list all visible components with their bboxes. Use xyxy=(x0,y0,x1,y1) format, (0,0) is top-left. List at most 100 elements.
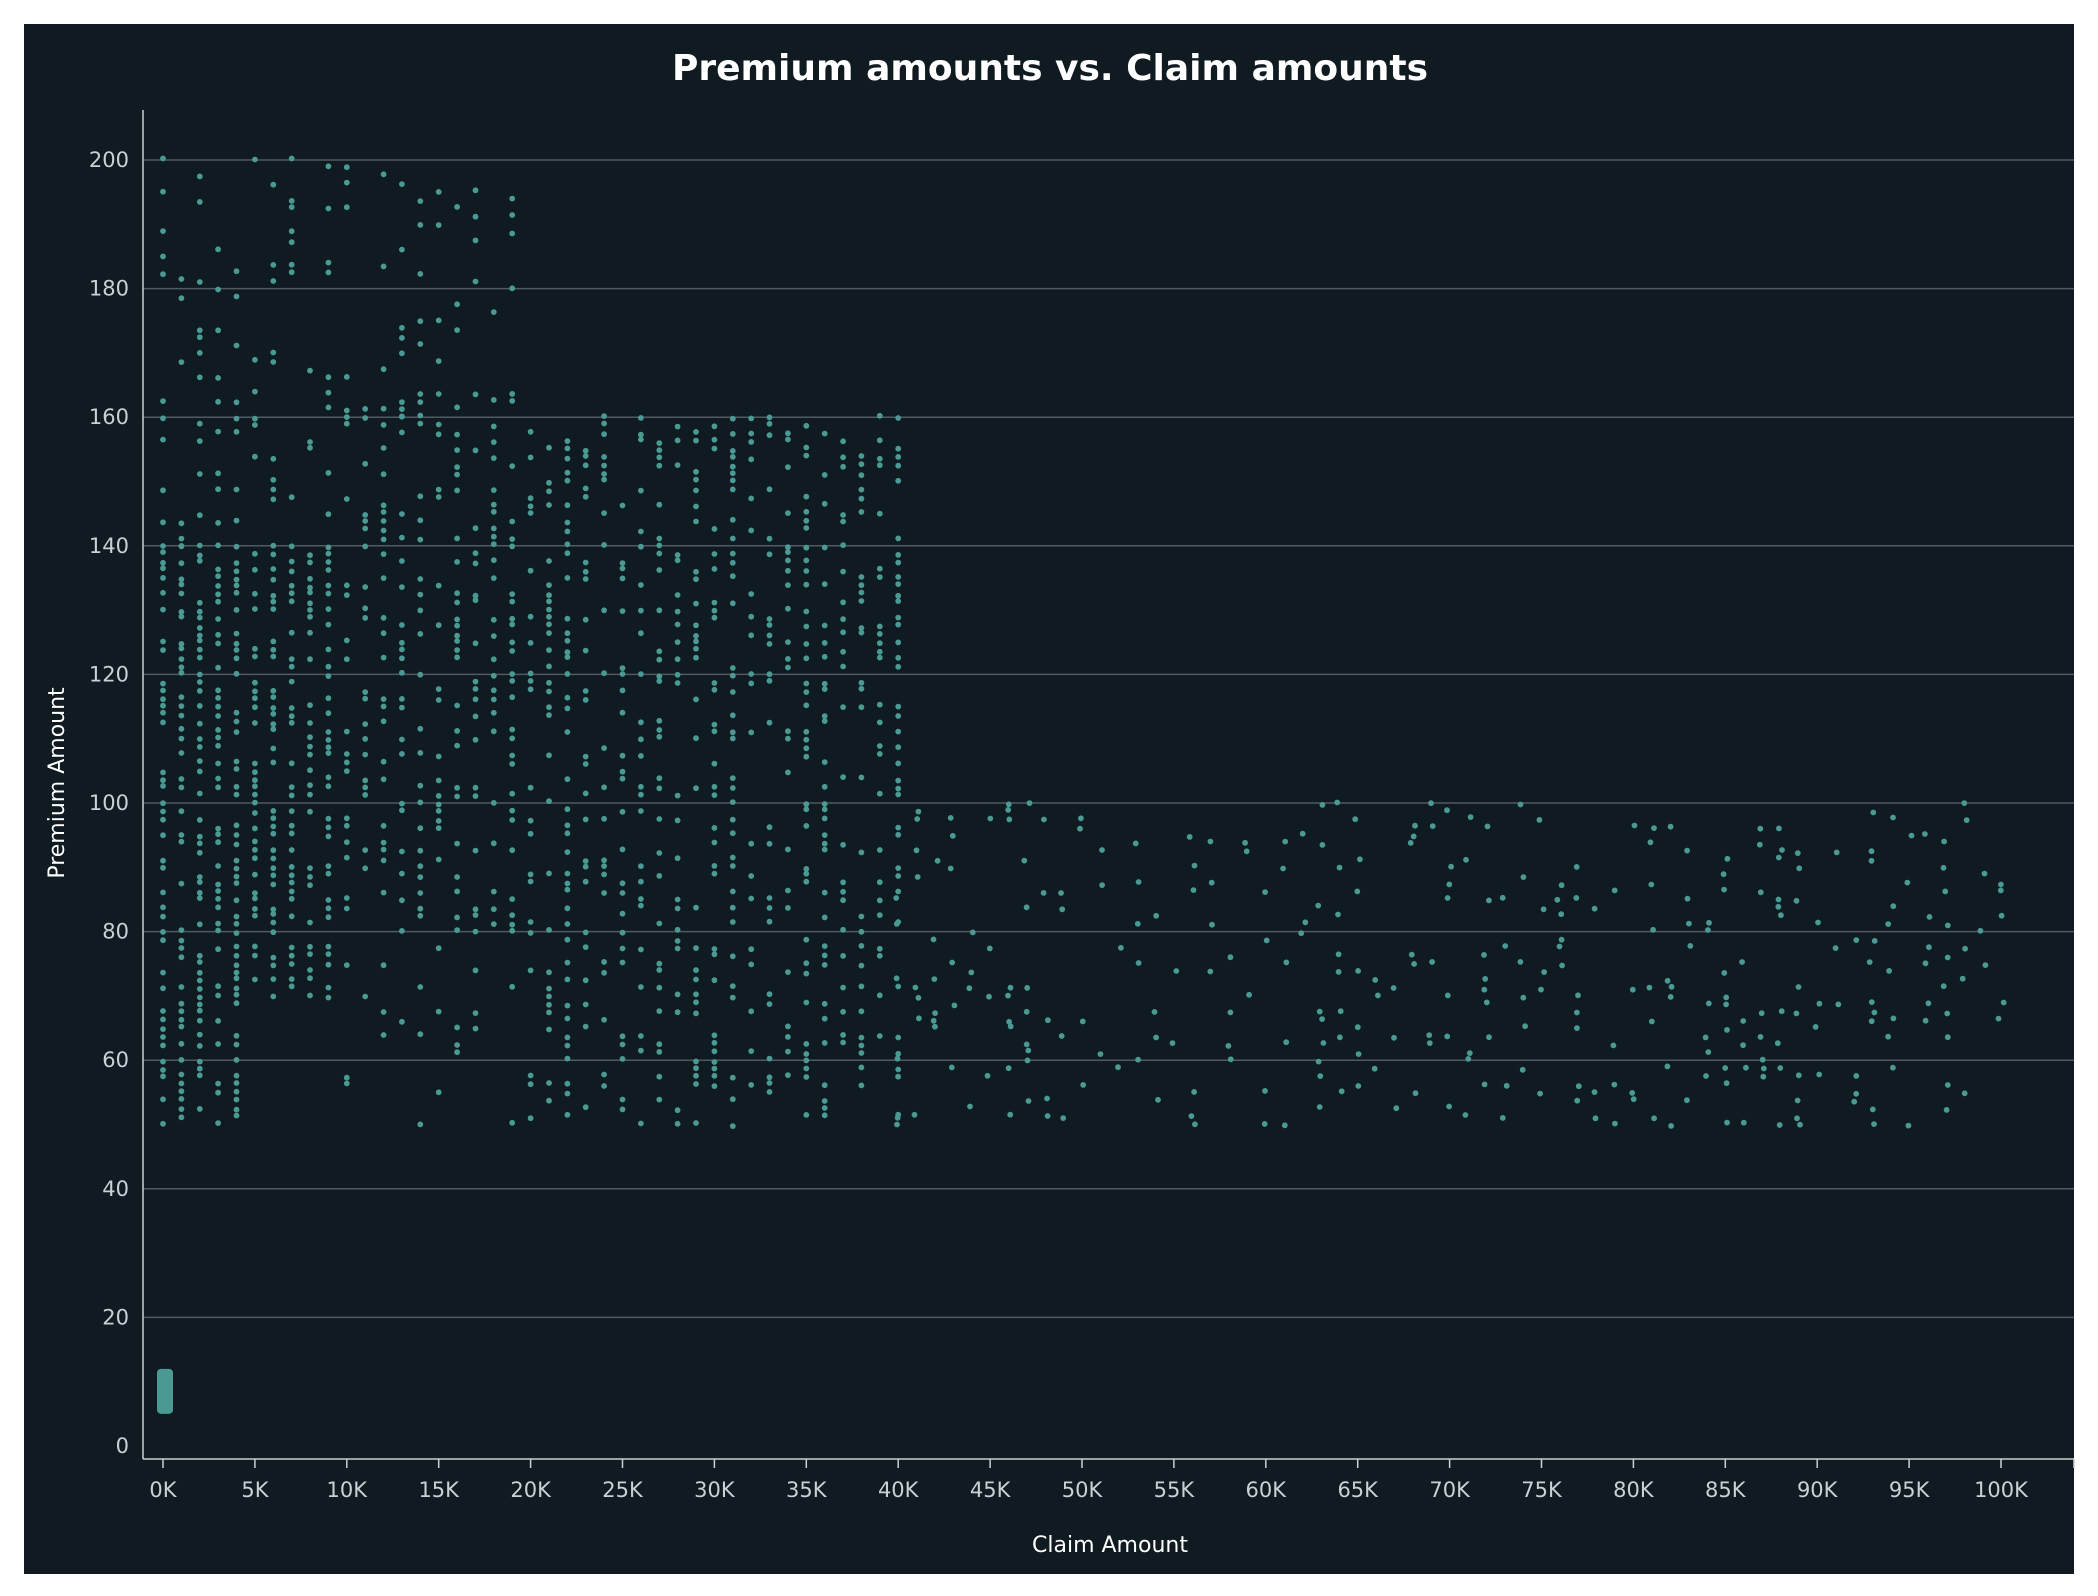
data-point xyxy=(711,566,718,572)
data-point xyxy=(399,399,405,405)
data-point xyxy=(1466,1050,1473,1056)
data-point xyxy=(454,1049,460,1056)
data-point xyxy=(307,584,313,591)
data-point xyxy=(380,575,387,581)
data-point xyxy=(509,807,516,814)
data-point xyxy=(619,890,626,896)
data-point xyxy=(509,761,516,767)
data-point xyxy=(693,633,699,639)
data-point xyxy=(1261,1121,1268,1127)
data-point xyxy=(564,976,571,983)
data-point xyxy=(711,686,718,693)
data-point xyxy=(858,453,865,459)
data-point xyxy=(601,1083,607,1089)
x-tick-label: 85K xyxy=(1705,1478,1747,1502)
data-point xyxy=(1776,1122,1783,1128)
data-point xyxy=(362,751,369,758)
data-point xyxy=(785,656,791,662)
data-point xyxy=(914,816,921,822)
data-point xyxy=(252,810,258,816)
data-point xyxy=(399,558,405,564)
data-point xyxy=(729,600,736,607)
data-point xyxy=(564,1055,571,1062)
data-point xyxy=(564,905,571,912)
data-point xyxy=(325,914,332,921)
data-point xyxy=(399,511,405,517)
data-point xyxy=(656,454,663,461)
data-point xyxy=(325,374,332,381)
data-point xyxy=(527,428,534,435)
data-point xyxy=(325,606,332,612)
data-point xyxy=(288,261,295,268)
data-point xyxy=(821,840,828,847)
data-point xyxy=(362,784,369,791)
data-point xyxy=(270,262,277,268)
data-point xyxy=(674,938,681,944)
data-point xyxy=(1207,838,1214,845)
data-point xyxy=(895,574,902,580)
data-point xyxy=(840,599,846,606)
data-point xyxy=(490,423,497,430)
data-point xyxy=(1444,1033,1451,1040)
data-point xyxy=(1611,1081,1618,1088)
data-point xyxy=(785,846,791,853)
data-point xyxy=(380,1032,387,1038)
data-point xyxy=(270,551,277,558)
x-tick-label: 5K xyxy=(241,1478,269,1502)
data-point xyxy=(693,735,699,742)
data-point xyxy=(619,959,626,966)
data-point xyxy=(729,863,736,869)
data-point xyxy=(307,951,313,957)
data-point xyxy=(325,824,332,831)
data-point xyxy=(1982,962,1989,968)
data-point xyxy=(399,800,405,807)
data-point xyxy=(638,630,644,637)
data-point xyxy=(215,734,222,741)
data-point xyxy=(913,847,920,854)
data-point xyxy=(858,589,865,596)
data-point xyxy=(803,623,810,630)
data-point xyxy=(472,696,479,703)
data-point xyxy=(1684,895,1691,902)
data-point xyxy=(766,719,773,726)
data-point xyxy=(196,895,203,901)
data-point xyxy=(785,969,791,975)
data-point xyxy=(362,721,369,727)
data-point xyxy=(984,1072,991,1079)
data-point xyxy=(380,536,387,543)
data-point xyxy=(233,568,240,575)
data-point xyxy=(1135,1056,1141,1063)
data-point xyxy=(949,832,956,839)
data-point xyxy=(821,1000,828,1007)
data-point xyxy=(178,712,185,719)
data-point xyxy=(674,792,681,799)
data-point xyxy=(325,737,332,743)
data-point xyxy=(435,421,442,428)
data-point xyxy=(876,1033,883,1039)
data-point xyxy=(1851,1098,1858,1105)
data-point xyxy=(1335,911,1341,918)
data-point xyxy=(1371,1065,1378,1072)
data-point xyxy=(252,777,258,784)
data-point xyxy=(1940,864,1947,871)
data-point xyxy=(1481,952,1487,958)
data-point xyxy=(527,686,534,693)
data-point xyxy=(840,663,846,670)
data-point xyxy=(601,890,607,896)
data-point xyxy=(288,879,295,886)
data-point xyxy=(490,888,497,895)
x-tick-label: 90K xyxy=(1797,1478,1839,1502)
data-point xyxy=(362,518,369,524)
y-tick-label: 80 xyxy=(102,920,129,944)
data-point xyxy=(895,654,902,661)
data-point xyxy=(895,415,902,421)
data-point xyxy=(1411,961,1417,967)
data-point xyxy=(840,888,846,895)
data-point xyxy=(564,550,571,557)
data-point xyxy=(1319,802,1326,808)
data-point xyxy=(858,774,865,781)
y-tick-label: 100 xyxy=(89,791,129,815)
data-point xyxy=(1227,954,1234,961)
data-point xyxy=(895,535,902,542)
data-point xyxy=(435,945,442,952)
